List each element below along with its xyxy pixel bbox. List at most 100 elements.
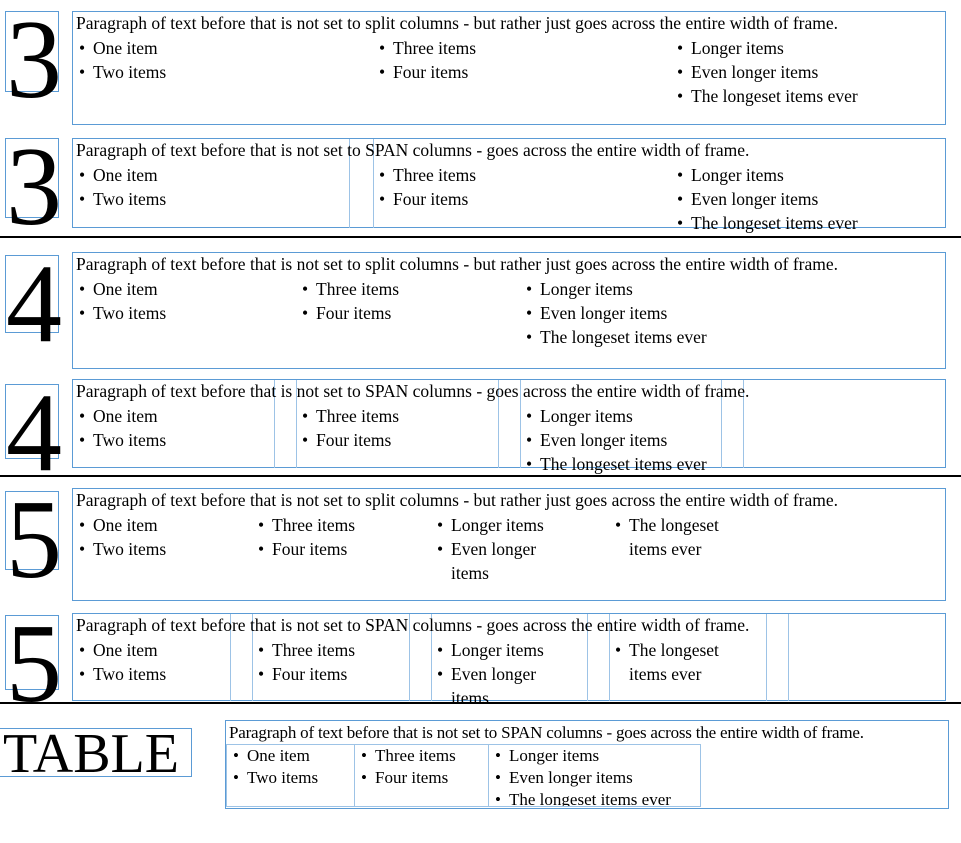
column-guide bbox=[498, 380, 499, 468]
list-item: • Longer items bbox=[671, 36, 945, 60]
bullet-icon: • bbox=[302, 406, 309, 426]
list-item-text: Longer items bbox=[509, 746, 600, 765]
list-column: • Longer items • Even longer items bbox=[431, 638, 569, 710]
list-item-text: Three items bbox=[316, 279, 400, 299]
number-label: 4 bbox=[6, 242, 62, 366]
table-label: TABLE bbox=[3, 723, 179, 785]
table-cell[interactable]: • Longer items • Even longer items • The lo… bbox=[488, 744, 701, 807]
number-box[interactable]: 5 bbox=[5, 608, 62, 720]
list-item-text: One item bbox=[247, 746, 310, 765]
bullet-icon: • bbox=[79, 539, 86, 559]
text-frame-4-span[interactable]: Paragraph of text before that is not set… bbox=[72, 379, 946, 474]
list-item-text: Two items bbox=[93, 303, 167, 323]
list-column: • Longer items • Even longer items • The lo… bbox=[671, 163, 945, 235]
column-guide bbox=[373, 139, 374, 228]
list-item-text: Longer items bbox=[691, 165, 784, 185]
column-guide bbox=[431, 614, 432, 701]
bullet-icon: • bbox=[526, 454, 533, 474]
list-item: • Two items bbox=[73, 662, 211, 686]
list-item-text: One item bbox=[93, 279, 158, 299]
list-item: • Even longer items bbox=[431, 537, 569, 585]
table-cell[interactable]: • One item • Two items bbox=[226, 744, 355, 807]
list-item-text: Longer items bbox=[691, 38, 784, 58]
number-box[interactable]: 4 bbox=[5, 377, 62, 489]
list-item-text: Two items bbox=[93, 62, 167, 82]
list-item: • Two items bbox=[73, 537, 211, 561]
list-column: • Three items • Four items bbox=[296, 404, 498, 452]
list-item-text: Three items bbox=[272, 515, 356, 535]
list-item: • One item bbox=[73, 404, 274, 428]
list-item: • Longer items bbox=[431, 513, 569, 537]
list-item: • Two items bbox=[73, 60, 349, 84]
column-guide bbox=[296, 380, 297, 468]
list-column: • Three items • Four items bbox=[296, 277, 498, 325]
list-item-text: Longer items bbox=[451, 515, 544, 535]
number-box[interactable]: 4 bbox=[5, 248, 62, 360]
bullet-icon: • bbox=[495, 768, 501, 787]
list-item: • Two items bbox=[73, 301, 274, 325]
list-column: • Three items • Four items bbox=[373, 163, 649, 211]
list-item: • The longeset items ever bbox=[609, 638, 747, 686]
bullet-icon: • bbox=[79, 189, 86, 209]
column-guide bbox=[721, 380, 722, 468]
number-label: 4 bbox=[6, 371, 62, 495]
bullet-icon: • bbox=[79, 62, 86, 82]
bullet-icon: • bbox=[79, 279, 86, 299]
bullet-icon: • bbox=[526, 303, 533, 323]
bullet-icon: • bbox=[379, 38, 386, 58]
list-column: • One item • Two items bbox=[73, 163, 349, 211]
list-item: • One item bbox=[227, 745, 354, 767]
column-guide bbox=[766, 614, 767, 701]
text-frame-5-span[interactable]: Paragraph of text before that is not set… bbox=[72, 613, 946, 708]
list-item: • Longer items bbox=[520, 404, 721, 428]
text-frame-4-split[interactable]: Paragraph of text before that is not set… bbox=[72, 252, 946, 369]
list-item-text: Four items bbox=[316, 303, 392, 323]
text-frame-5-split[interactable]: Paragraph of text before that is not set… bbox=[72, 488, 946, 601]
number-label: 5 bbox=[6, 478, 62, 602]
list-column: • One item • Two items bbox=[73, 277, 274, 325]
list-item-text: Longer items bbox=[540, 279, 633, 299]
list-item: • The longeset items ever bbox=[609, 513, 747, 561]
number-box[interactable]: 3 bbox=[5, 4, 62, 116]
column-guide bbox=[252, 614, 253, 701]
bullet-icon: • bbox=[79, 430, 86, 450]
list-item: • The longeset items ever bbox=[489, 789, 700, 807]
bullet-icon: • bbox=[79, 515, 86, 535]
table-cell[interactable]: • Three items • Four items bbox=[354, 744, 489, 807]
list-item-text: The longeset items ever bbox=[509, 790, 671, 807]
list-item: • Four items bbox=[373, 60, 649, 84]
list-item-text: Longer items bbox=[540, 406, 633, 426]
number-label: 3 bbox=[6, 0, 62, 122]
list-item-text: Even longer items bbox=[451, 539, 537, 583]
list-item: • Even longer items bbox=[520, 428, 721, 452]
bullet-icon: • bbox=[677, 213, 684, 233]
bullet-icon: • bbox=[79, 640, 86, 660]
list-item-text: The longeset items ever bbox=[691, 213, 858, 233]
list-item-text: Even longer items bbox=[540, 303, 668, 323]
text-frame-3-split[interactable]: Paragraph of text before that is not set… bbox=[72, 11, 946, 125]
list-item: • Four items bbox=[355, 767, 488, 789]
list-column: • Three items • Four items bbox=[252, 638, 390, 686]
bullet-icon: • bbox=[677, 189, 684, 209]
list-item: • Four items bbox=[296, 301, 498, 325]
bullet-icon: • bbox=[361, 768, 367, 787]
list-item: • Two items bbox=[73, 187, 349, 211]
list-item-text: One item bbox=[93, 165, 158, 185]
list-item-text: The longeset items ever bbox=[540, 327, 707, 347]
list-item: • One item bbox=[73, 513, 211, 537]
number-box[interactable]: 5 bbox=[5, 484, 62, 596]
list-item-text: The longeset items ever bbox=[629, 640, 719, 684]
list-item: • The longeset items ever bbox=[520, 325, 721, 349]
table-label-box[interactable]: TABLE bbox=[0, 723, 192, 785]
frame-paragraph: Paragraph of text before that is not set… bbox=[76, 381, 750, 401]
list-item-text: Four items bbox=[393, 62, 469, 82]
number-box[interactable]: 3 bbox=[5, 131, 62, 243]
list-item-text: Two items bbox=[93, 664, 167, 684]
text-frame-3-span[interactable]: Paragraph of text before that is not set… bbox=[72, 138, 946, 233]
list-item: • One item bbox=[73, 277, 274, 301]
section-divider-rule bbox=[0, 475, 961, 477]
table-frame[interactable]: Paragraph of text before that is not set… bbox=[225, 720, 949, 809]
bullet-icon: • bbox=[302, 303, 309, 323]
list-item-text: Even longer items bbox=[691, 62, 819, 82]
number-label: 3 bbox=[6, 125, 62, 249]
